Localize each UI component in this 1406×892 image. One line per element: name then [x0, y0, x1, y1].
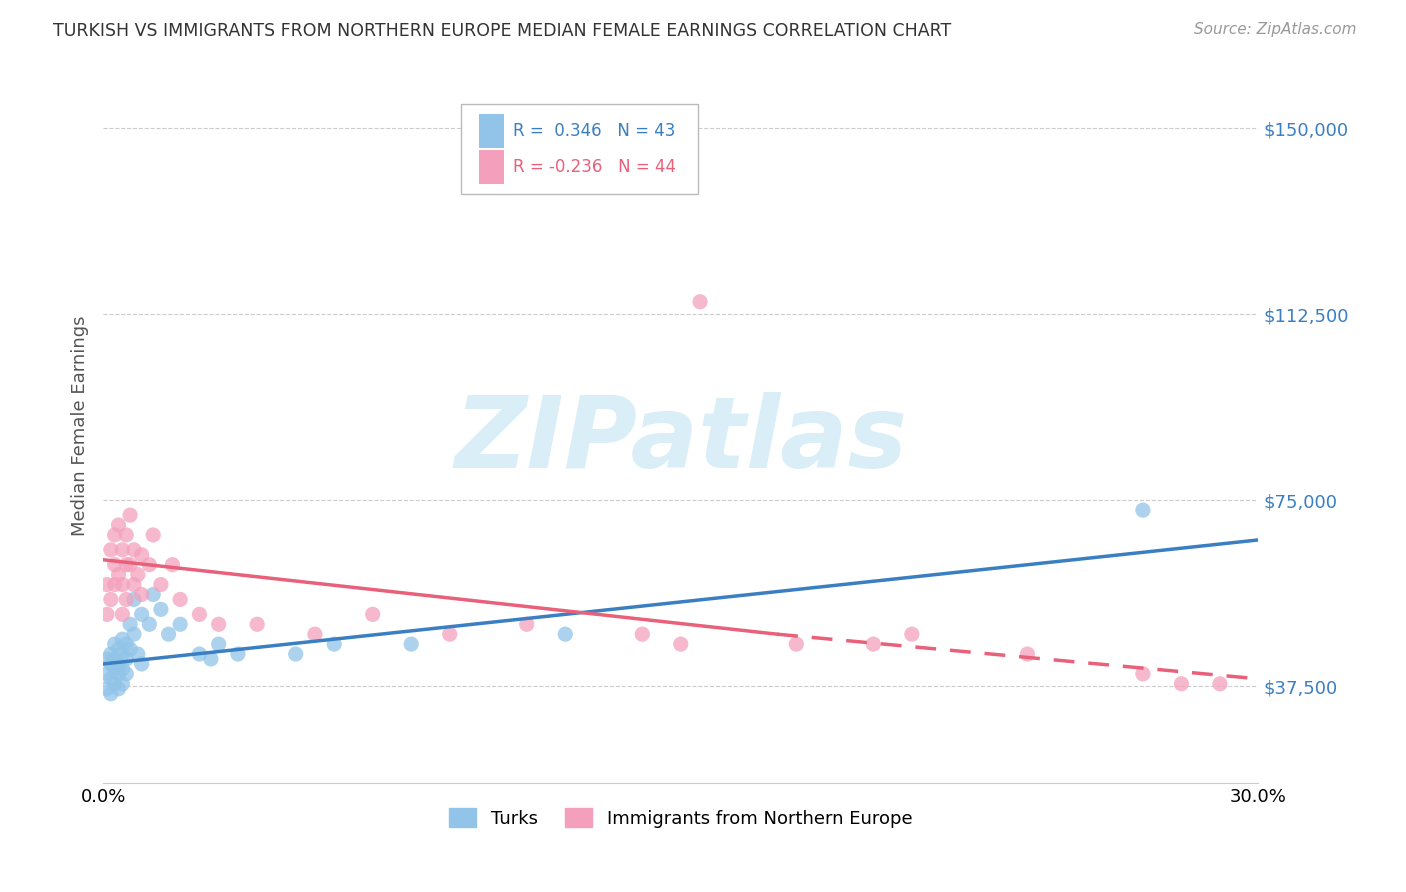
Point	[96, 652, 118, 666]
Point	[131, 657, 153, 671]
Point	[142, 587, 165, 601]
Point	[115, 652, 138, 666]
Point	[131, 548, 153, 562]
Point	[669, 637, 692, 651]
Point	[399, 637, 422, 651]
Point	[96, 681, 118, 696]
Point	[631, 627, 654, 641]
Point	[862, 637, 884, 651]
Point	[100, 672, 122, 686]
Point	[208, 617, 231, 632]
Point	[104, 558, 127, 572]
Point	[120, 508, 142, 522]
Point	[120, 642, 142, 657]
Point	[1132, 666, 1154, 681]
Point	[120, 617, 142, 632]
Point	[96, 666, 118, 681]
Point	[104, 577, 127, 591]
Point	[131, 607, 153, 622]
Point	[104, 662, 127, 676]
Point	[226, 647, 249, 661]
Point	[111, 607, 134, 622]
Y-axis label: Median Female Earnings: Median Female Earnings	[72, 316, 89, 536]
Point	[1209, 677, 1232, 691]
Point	[107, 681, 129, 696]
Point	[901, 627, 924, 641]
FancyBboxPatch shape	[461, 104, 699, 194]
Point	[115, 528, 138, 542]
Text: TURKISH VS IMMIGRANTS FROM NORTHERN EUROPE MEDIAN FEMALE EARNINGS CORRELATION CH: TURKISH VS IMMIGRANTS FROM NORTHERN EURO…	[53, 22, 952, 40]
Point	[304, 627, 326, 641]
Legend: Turks, Immigrants from Northern Europe: Turks, Immigrants from Northern Europe	[443, 801, 920, 835]
Point	[127, 567, 149, 582]
Point	[115, 637, 138, 651]
Point	[785, 637, 807, 651]
Point	[554, 627, 576, 641]
Point	[111, 542, 134, 557]
Point	[122, 627, 145, 641]
Point	[107, 666, 129, 681]
Point	[100, 542, 122, 557]
Point	[169, 592, 191, 607]
Point	[100, 687, 122, 701]
Text: R =  0.346   N = 43: R = 0.346 N = 43	[513, 122, 676, 140]
Text: Source: ZipAtlas.com: Source: ZipAtlas.com	[1194, 22, 1357, 37]
Point	[111, 632, 134, 647]
Point	[111, 577, 134, 591]
Point	[111, 662, 134, 676]
Point	[361, 607, 384, 622]
Point	[1170, 677, 1192, 691]
Point	[188, 647, 211, 661]
Point	[208, 637, 231, 651]
Point	[104, 528, 127, 542]
Point	[115, 666, 138, 681]
Point	[131, 587, 153, 601]
Point	[100, 657, 122, 671]
Point	[200, 652, 222, 666]
Point	[138, 617, 160, 632]
Point	[138, 558, 160, 572]
Point	[111, 677, 134, 691]
Point	[107, 642, 129, 657]
Point	[122, 542, 145, 557]
Point	[96, 607, 118, 622]
Point	[516, 617, 538, 632]
Point	[104, 677, 127, 691]
Point	[149, 602, 172, 616]
Point	[1132, 503, 1154, 517]
Point	[122, 592, 145, 607]
Point	[107, 657, 129, 671]
Point	[323, 637, 346, 651]
Point	[120, 558, 142, 572]
Point	[1017, 647, 1039, 661]
Point	[107, 518, 129, 533]
Point	[142, 528, 165, 542]
Text: R = -0.236   N = 44: R = -0.236 N = 44	[513, 158, 676, 176]
Text: ZIPatlas: ZIPatlas	[454, 392, 907, 489]
Point	[246, 617, 269, 632]
Point	[111, 647, 134, 661]
Point	[188, 607, 211, 622]
FancyBboxPatch shape	[478, 113, 503, 148]
Point	[157, 627, 180, 641]
Point	[100, 647, 122, 661]
Point	[96, 577, 118, 591]
Point	[104, 637, 127, 651]
Point	[100, 592, 122, 607]
Point	[169, 617, 191, 632]
Point	[162, 558, 184, 572]
Point	[122, 577, 145, 591]
Point	[115, 558, 138, 572]
Point	[439, 627, 461, 641]
FancyBboxPatch shape	[478, 150, 503, 184]
Point	[104, 652, 127, 666]
Point	[127, 647, 149, 661]
Point	[689, 294, 711, 309]
Point	[107, 567, 129, 582]
Point	[149, 577, 172, 591]
Point	[284, 647, 307, 661]
Point	[115, 592, 138, 607]
